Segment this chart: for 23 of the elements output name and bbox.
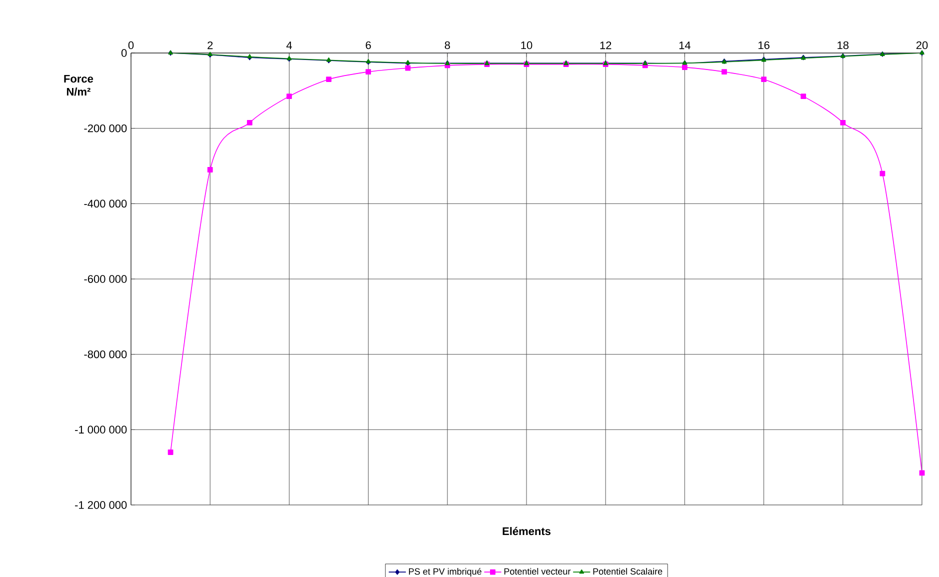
x-tick-label: 0 bbox=[128, 41, 134, 50]
x-tick-label: 4 bbox=[286, 42, 292, 50]
x-tick-label: 16 bbox=[758, 41, 770, 50]
legend-label: Potentiel Scalaire bbox=[593, 568, 662, 575]
x-tick-label: 2 bbox=[208, 41, 213, 50]
x-tick-label: 6 bbox=[366, 41, 371, 50]
x-tick-label: 14 bbox=[679, 42, 690, 50]
legend-label: Potentiel vecteur bbox=[504, 568, 571, 575]
y-tick-label: -800 000 bbox=[84, 350, 127, 358]
y-tick-label: 0 bbox=[121, 49, 127, 57]
y-tick-label: -400 000 bbox=[84, 200, 127, 208]
x-axis-title: Eléments bbox=[502, 526, 550, 536]
x-tick-label: 12 bbox=[600, 41, 612, 50]
y-tick-label: -1 200 000 bbox=[75, 501, 127, 509]
legend-label: PS et PV imbriqué bbox=[409, 568, 482, 576]
x-tick-label: 10 bbox=[521, 41, 532, 50]
x-tick-label: 8 bbox=[444, 41, 450, 50]
x-tick-label: 18 bbox=[838, 41, 849, 50]
y-tick-label: -200 000 bbox=[84, 124, 127, 132]
y-tick-label: -600 000 bbox=[84, 275, 127, 283]
y-axis-title: Force N/m² bbox=[64, 74, 94, 96]
y-tick-label: -1 000 000 bbox=[75, 426, 127, 434]
x-tick-label: 20 bbox=[916, 41, 928, 50]
